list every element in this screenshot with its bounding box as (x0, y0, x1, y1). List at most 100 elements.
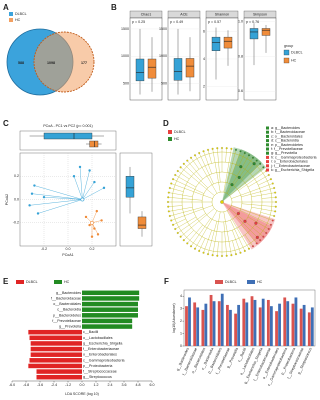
point (96, 233, 100, 236)
branch (171, 205, 213, 221)
spider-line (82, 181, 95, 200)
p-value: p = 0.76 (246, 20, 259, 24)
y-tick-label: 1 (180, 332, 182, 336)
branch (247, 216, 269, 230)
panel-letter: E (3, 277, 9, 286)
spider-line (37, 199, 83, 214)
branch (227, 149, 237, 183)
node (271, 182, 274, 185)
node (243, 152, 246, 155)
x-tick-label: 3.6 (122, 383, 127, 387)
bar (269, 306, 273, 346)
branch (177, 213, 206, 234)
point (88, 223, 91, 227)
node (230, 183, 234, 187)
branch (231, 183, 273, 199)
branch (190, 157, 200, 170)
branch (226, 210, 250, 249)
bar (266, 299, 270, 346)
spider-line (82, 187, 105, 200)
bar (253, 299, 257, 346)
branch (232, 230, 241, 253)
node (194, 247, 196, 250)
node (167, 196, 170, 199)
spider-line (34, 185, 83, 200)
p-value: p = 0.49 (170, 20, 183, 24)
node (262, 166, 265, 169)
y-tick-label: 0 (180, 344, 182, 348)
branch (183, 230, 194, 241)
node (239, 150, 242, 153)
x-tick-label: -0.2 (41, 247, 47, 251)
y-tick-label: 0.8 (238, 54, 243, 58)
bar (204, 303, 208, 346)
branch (212, 148, 221, 193)
branch (199, 152, 214, 184)
bar (82, 324, 133, 329)
x-axis-label: LDA SCORE (log 10) (65, 392, 99, 396)
taxon-swatch (266, 126, 269, 130)
x-tick-label: 0.0 (66, 247, 71, 251)
point (72, 175, 76, 178)
clade-shade (222, 202, 276, 250)
branch (203, 151, 212, 174)
bar-label: f__Streptococcaceae (83, 370, 117, 374)
strip-title: Simpson (253, 12, 267, 16)
x-tick-label: -6.0 (9, 383, 15, 387)
box (43, 132, 93, 140)
bar (275, 311, 278, 346)
branch (175, 174, 197, 188)
spider-line (29, 199, 83, 206)
bar (36, 369, 82, 374)
legend-swatch (168, 130, 172, 134)
spider-line (79, 166, 83, 200)
bar (242, 298, 246, 346)
branch (190, 218, 211, 247)
x-tick-label: 2.4 (108, 383, 113, 387)
branch (187, 224, 203, 244)
branch (233, 157, 254, 186)
branch (230, 220, 245, 252)
bar (291, 303, 295, 346)
node (225, 254, 228, 257)
box (185, 58, 195, 78)
x-tick-label: 1.2 (94, 383, 99, 387)
box (147, 58, 157, 79)
x-tick-label: -4.8 (23, 383, 29, 387)
bar (30, 341, 83, 346)
branch (168, 207, 193, 212)
y-tick-label: 500 (161, 82, 167, 86)
y-tick-label: 1.0 (238, 19, 243, 23)
branch (168, 205, 183, 207)
bar-label: f__Enterobacteriaceae (83, 347, 119, 351)
branch (207, 149, 212, 164)
node (211, 254, 214, 257)
x-tick-label: 0.0 (80, 383, 85, 387)
taxon-label: e: p__Bacteroidetes (271, 143, 303, 147)
node (259, 162, 262, 165)
bar (188, 297, 191, 346)
legend-title: group (284, 44, 293, 48)
bar-label: o__Enterobacteriales (83, 353, 117, 357)
bar (220, 293, 224, 346)
branch (223, 221, 227, 256)
legend-swatch (283, 49, 290, 56)
node (186, 159, 189, 162)
branch (232, 151, 241, 174)
node (243, 249, 246, 252)
y-axis-label: PCoA2 (5, 194, 9, 205)
branch (180, 167, 215, 196)
node (167, 191, 170, 194)
taxon-swatch (266, 160, 269, 164)
bar (245, 302, 249, 346)
plot-frame (243, 17, 277, 101)
node (172, 223, 175, 226)
bar (82, 307, 138, 312)
bar (209, 294, 213, 346)
taxon-swatch (266, 130, 269, 134)
box (211, 36, 221, 52)
node (243, 219, 247, 223)
branch (238, 152, 245, 166)
node (170, 219, 173, 222)
